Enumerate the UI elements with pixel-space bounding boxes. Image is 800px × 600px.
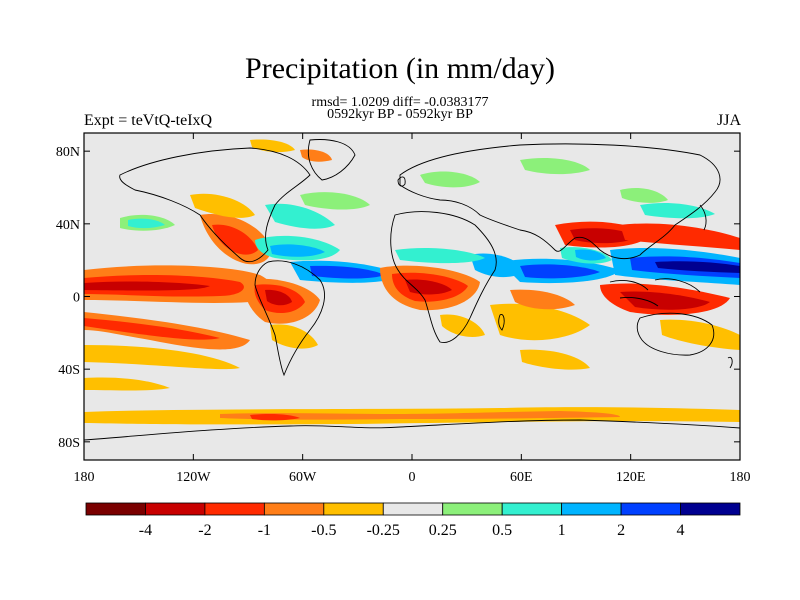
lat-tick-label: 40N xyxy=(56,218,80,233)
africa-dry-dark xyxy=(405,279,452,295)
eurasia-outline xyxy=(399,143,721,260)
latitude-axis: 80N 40N 0 40S 80S xyxy=(56,145,740,451)
indian-ocean-wet-core xyxy=(520,264,600,279)
colorbar-swatch xyxy=(382,502,444,516)
colorbar-label: -1 xyxy=(258,522,271,539)
lon-tick-label: 120W xyxy=(176,470,211,485)
caribbean-wet-core xyxy=(270,244,325,257)
south-west-pacific-dry xyxy=(660,319,740,350)
map-title: Precipitation (in mm/day) xyxy=(245,52,555,85)
new-zealand-outline xyxy=(727,356,733,369)
lon-tick-label: 180 xyxy=(730,470,751,485)
colorbar-swatch xyxy=(501,502,563,516)
antarctic-coast-dry-core xyxy=(220,411,620,420)
lon-tick-label: 180 xyxy=(74,470,95,485)
stats-subtitle: rmsd= 1.0209 diff= -0.0383177 xyxy=(311,95,489,110)
colorbar-swatch xyxy=(620,502,681,516)
west-pacific-wet-dark xyxy=(655,261,740,273)
colorbar-label: 4 xyxy=(677,522,685,539)
japan-outline xyxy=(699,204,707,231)
colorbar-label: 0.5 xyxy=(492,522,512,539)
colorbar-swatch xyxy=(561,502,622,516)
period-subtitle: 0592kyr BP - 0592kyr BP xyxy=(327,107,473,122)
colorbar-label: -4 xyxy=(139,522,152,539)
north-america-outline xyxy=(119,147,311,263)
colorbar-swatch xyxy=(145,502,206,516)
lat-tick-label: 80S xyxy=(58,436,80,451)
maritime-continent-dry-dark xyxy=(620,291,710,310)
bay-of-bengal-wet xyxy=(575,249,606,261)
south-pacific-dry-band-2 xyxy=(84,345,240,370)
colorbar-swatch xyxy=(442,502,503,516)
colorbar-label: 2 xyxy=(617,522,625,539)
south-pacific-dry-band-3 xyxy=(84,377,170,391)
madagascar-outline xyxy=(498,314,505,331)
lat-tick-label: 0 xyxy=(73,291,80,306)
antarctic-dry-spot xyxy=(250,414,300,421)
colorbar-label: -0.25 xyxy=(367,522,400,539)
experiment-label: Expt = teVtQ-teIxQ xyxy=(84,112,213,129)
north-atlantic-wet xyxy=(265,203,335,229)
lon-tick-label: 0 xyxy=(409,470,416,485)
colorbar-swatch xyxy=(263,502,325,516)
colorbar-label: 1 xyxy=(558,522,566,539)
lat-tick-label: 80N xyxy=(56,145,80,160)
south-africa-dry xyxy=(440,314,485,337)
siberia-wet xyxy=(520,158,590,175)
indian-ocean-dry xyxy=(490,303,590,341)
south-america-dry-dark xyxy=(265,289,292,306)
west-pacific-north-dry xyxy=(620,223,740,250)
precip-anomaly-field xyxy=(84,139,740,425)
east-asia-wet xyxy=(620,188,668,203)
lat-tick-label: 40S xyxy=(58,363,80,378)
south-indian-dry xyxy=(520,349,590,370)
north-pacific-wet-core xyxy=(128,218,165,229)
australia-outline xyxy=(636,312,715,356)
africa-outline xyxy=(390,211,497,343)
europe-wet xyxy=(420,171,480,188)
south-america-south-dry xyxy=(270,324,318,349)
north-atlantic-wet-2 xyxy=(300,192,370,210)
colorbar-swatch xyxy=(204,502,265,516)
central-america-dry-core xyxy=(212,224,258,255)
west-pacific-north-wet xyxy=(640,203,715,219)
sahel-wet xyxy=(395,247,485,264)
season-label: JJA xyxy=(716,112,741,129)
greenland-outline xyxy=(307,139,356,181)
lon-tick-label: 60E xyxy=(510,470,533,485)
colorbar-swatch xyxy=(85,502,146,516)
longitude-axis: 180 120W 60W 0 60E 120E 180 xyxy=(74,133,751,485)
atlantic-itcz-core xyxy=(310,265,385,279)
maritime-continent-outline xyxy=(609,278,701,307)
colorbar-swatch xyxy=(680,502,741,516)
coastlines xyxy=(84,139,740,441)
lon-tick-label: 120E xyxy=(616,470,646,485)
colorbar-swatch xyxy=(323,502,384,516)
south-pacific-dry-band-1-core xyxy=(84,318,220,340)
colorbar-label: -0.5 xyxy=(311,522,336,539)
uk-outline xyxy=(397,176,406,187)
south-america-outline xyxy=(254,260,325,377)
colorbar: -4 -2 -1 -0.5 -0.25 0.25 0.5 1 2 4 xyxy=(85,502,741,539)
antarctica-outline xyxy=(84,419,740,441)
colorbar-label: -2 xyxy=(198,522,211,539)
indian-ocean-dry-2 xyxy=(510,289,575,310)
north-america-dry xyxy=(190,193,255,218)
colorbar-label: 0.25 xyxy=(429,522,457,539)
east-pacific-dry-dark xyxy=(84,281,210,291)
lon-tick-label: 60W xyxy=(289,470,317,485)
